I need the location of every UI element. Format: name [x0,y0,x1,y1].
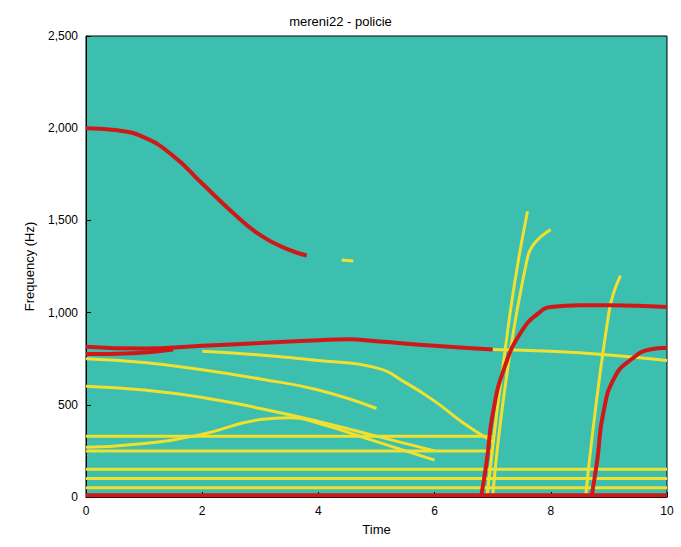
svg-text:mereni22 - policie: mereni22 - policie [289,14,392,29]
svg-text:Time: Time [362,522,390,537]
svg-text:6: 6 [431,504,438,518]
svg-text:4: 4 [315,504,322,518]
svg-text:2,500: 2,500 [48,29,78,43]
svg-text:0: 0 [83,504,90,518]
svg-text:500: 500 [58,398,78,412]
svg-text:0: 0 [71,490,78,504]
svg-text:8: 8 [547,504,554,518]
svg-text:Frequency (Hz): Frequency (Hz) [22,222,37,312]
svg-text:1,000: 1,000 [48,306,78,320]
svg-text:2: 2 [199,504,206,518]
svg-text:1,500: 1,500 [48,213,78,227]
svg-text:10: 10 [660,504,674,518]
svg-text:2,000: 2,000 [48,121,78,135]
